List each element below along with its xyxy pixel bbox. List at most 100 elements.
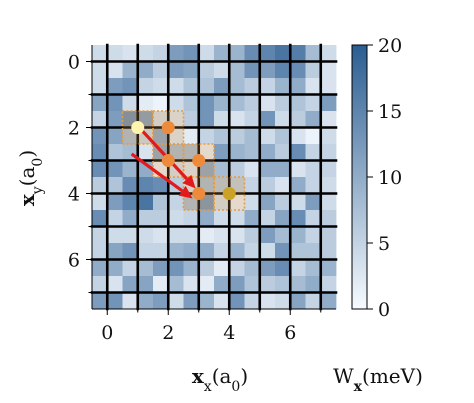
heatmap-cell [305, 243, 322, 260]
site-point [161, 154, 175, 167]
heatmap-cell [305, 276, 322, 293]
heatmap-cell [320, 243, 337, 260]
heatmap-cell [320, 78, 337, 95]
heatmap-cell [107, 144, 123, 161]
heatmap-cell [214, 94, 230, 112]
heatmap-cell [122, 94, 139, 112]
heatmap-cell [275, 94, 291, 112]
heatmap-cell [183, 127, 200, 145]
grid-lines [90, 43, 338, 311]
heatmap-cell [290, 61, 306, 79]
heatmap-cell [259, 226, 276, 244]
colorbar-label: Wx(meV) [333, 364, 423, 395]
heatmap-cell [198, 94, 215, 112]
heatmap-cell [259, 45, 276, 62]
heatmap-cell [229, 210, 245, 227]
heatmap-cell [229, 78, 245, 95]
heatmap-cell [214, 61, 230, 79]
heatmap-cell [305, 177, 322, 194]
heatmap-cell [275, 177, 291, 194]
heatmap-cell [290, 160, 306, 178]
x-axis-label-unit-subscript: 0 [231, 379, 240, 395]
heatmap-cell [290, 276, 306, 293]
heatmap-cell [259, 78, 276, 95]
heatmap-cell [107, 177, 123, 194]
heatmap-cell [122, 177, 139, 194]
heatmap-cell [153, 210, 169, 227]
colorbar-label-unit: (meV) [362, 364, 423, 388]
colorbar: 0 5 10 15 20 [351, 35, 402, 321]
heatmap-cell [198, 259, 215, 277]
heatmap-cell [137, 61, 154, 79]
heatmap-cell [168, 94, 184, 112]
heatmap-cell [275, 259, 291, 277]
heatmap-cell [92, 61, 108, 79]
heatmap-cell [244, 193, 261, 211]
heatmap-cell [259, 177, 276, 194]
heatmap-cell [107, 292, 123, 310]
heatmap-cell [244, 292, 261, 310]
heatmap-cell [320, 111, 337, 128]
y-axis-label-unit: (a [15, 167, 39, 187]
heatmap-cell [107, 78, 123, 95]
heatmap-cell [107, 160, 123, 178]
heatmap-cell [153, 193, 169, 211]
heatmap-cell [214, 111, 230, 128]
heatmap-cell [259, 160, 276, 178]
heatmap-cell [92, 78, 108, 95]
y-tick-label: 6 [68, 250, 80, 272]
heatmap-cell [183, 276, 200, 293]
heatmap-cell [107, 210, 123, 227]
site-point [161, 121, 175, 134]
arrow-head [178, 185, 193, 199]
heatmap-cell [244, 78, 261, 95]
heatmap-cell [137, 177, 154, 194]
heatmap-cell [290, 193, 306, 211]
heatmap-cell [244, 160, 261, 178]
heatmap-cell [137, 45, 154, 62]
heatmap-cell [122, 276, 139, 293]
heatmap-cell [229, 94, 245, 112]
heatmap-cell [320, 193, 337, 211]
heatmap-cell [275, 193, 291, 211]
heatmap-cell [92, 144, 108, 161]
heatmap-cell [259, 144, 276, 161]
heatmap-cell [198, 226, 215, 244]
colorbar-tick-label: 0 [378, 299, 390, 321]
heatmap-cell [259, 111, 276, 128]
heatmap-cell [92, 259, 108, 277]
heatmap-cell [137, 226, 154, 244]
heatmap-cell [320, 127, 337, 145]
heatmap-cell [259, 193, 276, 211]
heatmap-cell [275, 61, 291, 79]
heatmap-cell [107, 45, 123, 62]
heatmap-cell [320, 160, 337, 178]
heatmap-cell [137, 94, 154, 112]
heatmap-cell [290, 210, 306, 227]
heatmap-cell [92, 292, 108, 310]
x-axis-label-symbol: x [192, 364, 205, 388]
heatmap-cell [214, 160, 230, 178]
heatmap-cell [122, 243, 139, 260]
heatmap-cell [259, 61, 276, 79]
heatmap-cell [244, 276, 261, 293]
heatmap-cell [168, 78, 184, 95]
y-axis-label-subscript: y [30, 186, 46, 195]
heatmap-cell [320, 177, 337, 194]
heatmap-cell [244, 259, 261, 277]
heatmap-cell [259, 276, 276, 293]
heatmap-cell [198, 243, 215, 260]
heatmap-cell [229, 160, 245, 178]
heatmap-cell [122, 210, 139, 227]
heatmap-cell [214, 226, 230, 244]
site-point [192, 187, 206, 200]
heatmap-cell [229, 259, 245, 277]
heatmap-cell [275, 111, 291, 128]
heatmap-cell [92, 276, 108, 293]
heatmap-cell [153, 45, 169, 62]
heatmap-cell [320, 61, 337, 79]
heatmap-cell [92, 243, 108, 260]
heatmap-cell [305, 94, 322, 112]
arrows [130, 128, 196, 199]
heatmap-cell [305, 127, 322, 145]
